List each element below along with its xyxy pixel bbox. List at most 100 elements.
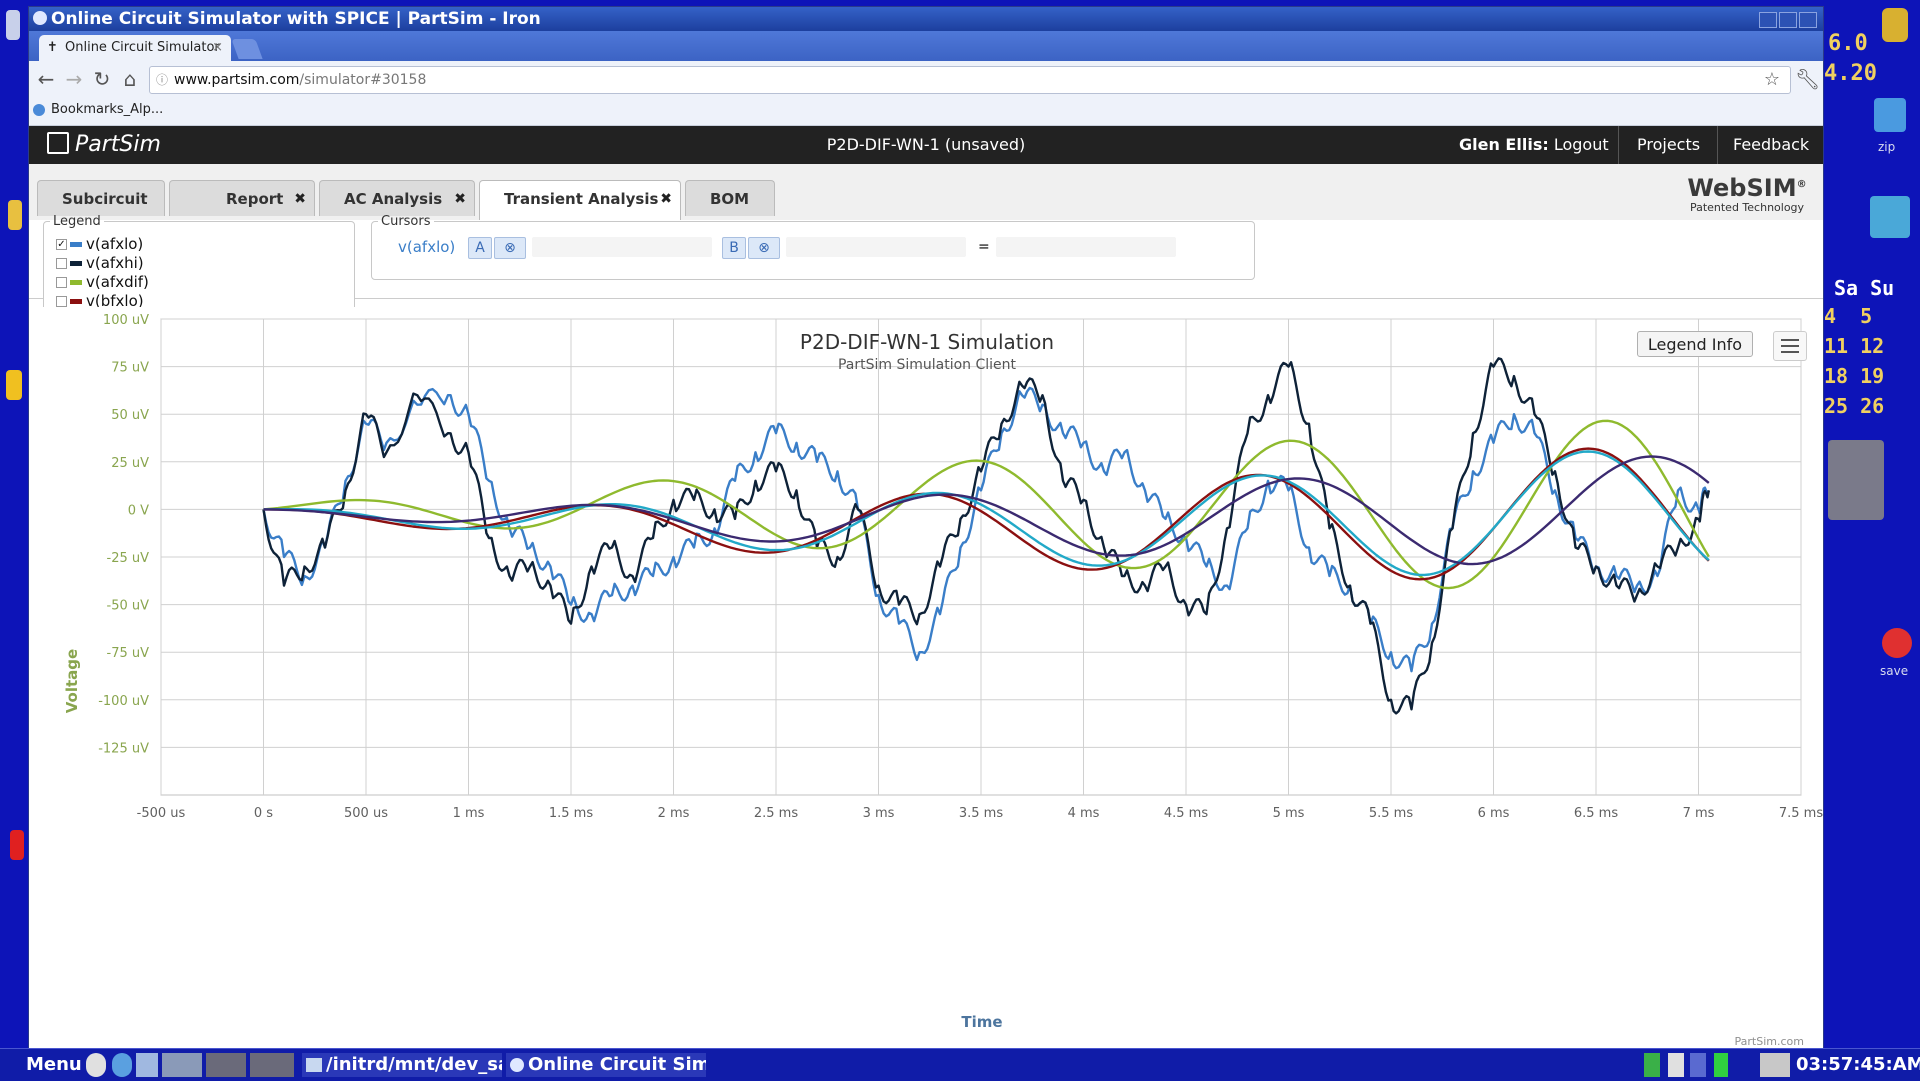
cursor-b-button[interactable]: B [722, 237, 746, 259]
x-tick-label: -500 us [137, 806, 186, 821]
wrench-icon[interactable]: 🔧︎ [1795, 67, 1821, 91]
desktop-icon[interactable] [8, 200, 22, 230]
x-tick-label: 3.5 ms [959, 806, 1003, 821]
forward-icon[interactable]: → [65, 67, 83, 91]
bookmark-star-icon[interactable]: ☆ [1763, 69, 1780, 90]
x-tick-label: 6 ms [1478, 806, 1510, 821]
url-path: /simulator#30158 [299, 72, 427, 88]
x-tick-label: 2 ms [658, 806, 690, 821]
bookmark-item[interactable]: Bookmarks_Alp... [33, 97, 163, 123]
save-icon[interactable] [1882, 628, 1912, 658]
y-tick-label: 25 uV [111, 456, 149, 471]
desktop-right-edge: 6.0 4.20 zip Sa Su 4 5 11 12 18 19 25 26… [1822, 0, 1920, 1048]
legend-item[interactable]: ✓ v(afxlo) [56, 235, 143, 254]
minimize-button[interactable] [1759, 12, 1777, 28]
maximize-button[interactable] [1779, 12, 1797, 28]
cursor-a-clear-icon[interactable]: ⊗ [494, 237, 526, 259]
projects-link[interactable]: Projects [1637, 135, 1701, 154]
tab-bom[interactable]: BOM [685, 180, 775, 216]
browser-navbar: ← → ↻ ⌂ ⓘ www.partsim.com/simulator#3015… [29, 61, 1823, 97]
tray-icon[interactable] [1668, 1053, 1684, 1077]
websim-registered-mark: ® [1796, 179, 1807, 190]
y-tick-label: -25 uV [107, 551, 150, 566]
calendar-row: 4 5 [1824, 304, 1873, 328]
calendar-row: 25 26 [1824, 394, 1885, 418]
quicklaunch-icon[interactable] [112, 1053, 132, 1077]
series-line [262, 386, 1710, 673]
legend-swatch [70, 261, 82, 266]
start-menu-button[interactable]: Menu [26, 1054, 82, 1075]
legend-item[interactable]: v(afxhi) [56, 254, 144, 273]
trash-icon[interactable] [1870, 196, 1910, 238]
legend-checkbox[interactable] [56, 258, 67, 269]
tray-network-icon[interactable] [1714, 1053, 1728, 1077]
series-line [263, 447, 1710, 581]
pager-desktop-2[interactable] [206, 1053, 246, 1077]
legend-checkbox[interactable]: ✓ [56, 239, 67, 250]
x-axis-label: Time [961, 1013, 1002, 1031]
desktop-icon[interactable] [10, 830, 24, 860]
lock-icon[interactable] [1882, 8, 1908, 42]
y-tick-label: -125 uV [98, 741, 149, 756]
back-icon[interactable]: ← [37, 67, 55, 91]
home-icon[interactable]: ⌂ [123, 67, 137, 91]
legend-info-button[interactable]: Legend Info [1637, 331, 1753, 357]
browser-tab[interactable]: ✝ Online Circuit Simulator × [39, 35, 231, 61]
legend-checkbox[interactable] [56, 277, 67, 288]
tab-report[interactable]: Report ✖ [169, 180, 315, 216]
x-tick-label: 0 s [254, 806, 273, 821]
legend-swatch [70, 299, 82, 304]
logout-link[interactable]: Logout [1553, 135, 1609, 154]
tab-transient-analysis[interactable]: Transient Analysis ✖ [479, 180, 681, 220]
quicklaunch-icon[interactable] [136, 1053, 158, 1077]
taskbar: Menu /initrd/mnt/dev_sa Online Circuit S… [0, 1048, 1920, 1081]
legend-item[interactable]: v(afxdif) [56, 273, 149, 292]
partsim-logo[interactable]: PartSim [47, 126, 161, 164]
tab-close-icon[interactable]: ✖ [660, 191, 672, 207]
tray-keyboard-icon[interactable] [1760, 1053, 1790, 1077]
quicklaunch-icon[interactable] [86, 1053, 106, 1077]
user-logout: Glen Ellis: Logout [1459, 126, 1609, 164]
y-tick-label: 75 uV [111, 361, 149, 376]
chart-series [262, 357, 1710, 715]
pager-desktop-1[interactable] [162, 1053, 202, 1077]
window-app-icon [33, 11, 47, 25]
x-tick-label: 4 ms [1068, 806, 1100, 821]
pager-desktop-3[interactable] [250, 1053, 294, 1077]
tray-icon[interactable] [1690, 1053, 1706, 1077]
websim-badge: WebSIM® Patented Technology [1679, 172, 1815, 214]
cursor-a-button[interactable]: A [468, 237, 492, 259]
hamburger-menu-icon[interactable] [1773, 331, 1807, 361]
tab-close-icon[interactable]: ✖ [294, 191, 306, 207]
cursor-b-clear-icon[interactable]: ⊗ [748, 237, 780, 259]
reload-icon[interactable]: ↻ [93, 67, 111, 91]
tab-subcircuit[interactable]: Subcircuit [37, 180, 165, 216]
legend-item[interactable]: v(bfxlo) [56, 292, 144, 311]
tray-shield-icon[interactable] [1644, 1053, 1660, 1077]
desktop-icon[interactable] [6, 370, 22, 400]
taskbar-task-2[interactable]: Online Circuit Simi [506, 1053, 706, 1077]
chart-credit[interactable]: PartSim.com [1735, 1035, 1804, 1048]
y-axis-label: Voltage [63, 649, 81, 713]
window-title: Online Circuit Simulator with SPICE | Pa… [51, 9, 541, 29]
legend-label: v(afxhi) [86, 254, 144, 272]
tab-close-icon[interactable]: × [212, 40, 223, 55]
cursor-signal[interactable]: v(afxlo) [398, 238, 456, 256]
legend-checkbox[interactable] [56, 296, 67, 307]
tab-close-icon[interactable]: ✖ [454, 191, 466, 207]
address-bar[interactable]: ⓘ www.partsim.com/simulator#30158 ☆ [149, 66, 1791, 94]
new-tab-button[interactable] [231, 39, 263, 59]
taskbar-task-1[interactable]: /initrd/mnt/dev_sa [302, 1053, 502, 1077]
chart-title: P2D-DIF-WN-1 Simulation [800, 330, 1054, 354]
zip-download-icon[interactable] [1874, 98, 1906, 132]
analysis-tabs: Subcircuit Report ✖ AC Analysis ✖ Transien… [29, 164, 1823, 220]
window-titlebar[interactable]: Online Circuit Simulator with SPICE | Pa… [29, 7, 1823, 31]
desktop-number-2: 4.20 [1824, 61, 1877, 86]
feedback-link[interactable]: Feedback [1733, 135, 1810, 154]
desktop-icon[interactable] [6, 10, 20, 40]
tab-ac-analysis[interactable]: AC Analysis ✖ [319, 180, 475, 216]
close-button[interactable] [1799, 12, 1817, 28]
browser-tab-strip: ✝ Online Circuit Simulator × [29, 31, 1823, 61]
series-line [263, 450, 1710, 577]
user-name: Glen Ellis: [1459, 135, 1549, 154]
